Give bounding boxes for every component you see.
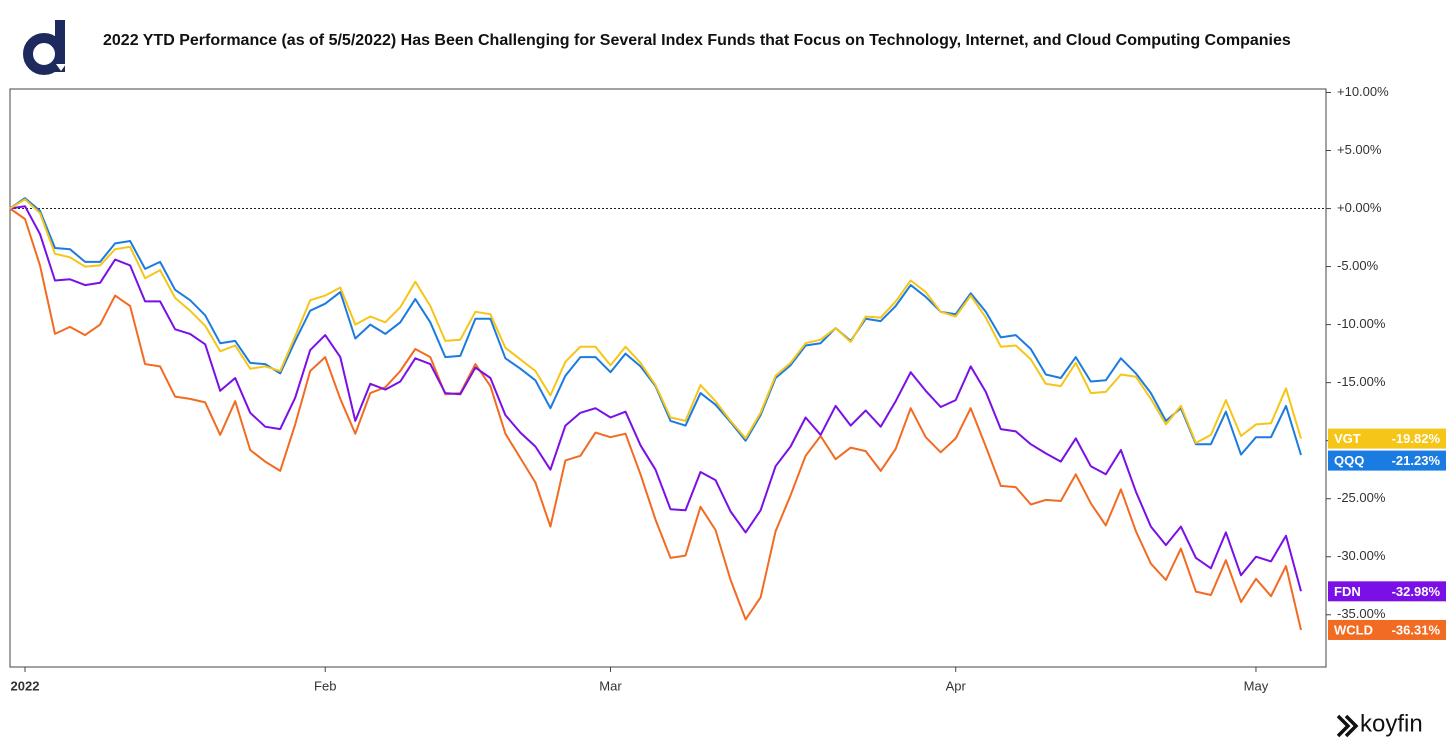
- x-tick-label: Mar: [599, 678, 622, 693]
- logo-stem: [55, 20, 65, 72]
- end-value-label: -36.31%: [1392, 622, 1441, 637]
- brand: koyfin: [1336, 710, 1423, 738]
- end-label-box: [1328, 619, 1446, 640]
- legend-name: FDN: [1334, 584, 1361, 599]
- end-value-label: -32.98%: [1392, 584, 1441, 599]
- chart-title: 2022 YTD Performance (as of 5/5/2022) Ha…: [103, 32, 1291, 49]
- legend-name: QQQ: [1334, 453, 1364, 468]
- logo: [23, 20, 66, 75]
- x-tick-label: 2022: [11, 678, 40, 693]
- series-line: [9, 198, 1302, 444]
- end-label-box: [1328, 428, 1446, 449]
- y-tick-label: +10.00%: [1337, 84, 1389, 99]
- y-tick-label: -5.00%: [1337, 258, 1379, 273]
- end-label: QQQ -21.23%: [1328, 450, 1446, 471]
- end-label-box: [1328, 450, 1446, 471]
- brand-name: koyfin: [1360, 710, 1423, 737]
- legend-name: VGT: [1334, 431, 1361, 446]
- end-label-box: [1328, 581, 1446, 602]
- y-tick-label: +0.00%: [1337, 200, 1382, 215]
- y-tick-label: -15.00%: [1337, 374, 1386, 389]
- plot-frame: [9, 88, 1327, 668]
- brand-icon: [1336, 714, 1359, 738]
- series-line: [9, 205, 1302, 592]
- legend-name: WCLD: [1334, 622, 1373, 637]
- x-tick-label: May: [1244, 678, 1269, 693]
- logo-notch: [56, 64, 66, 71]
- y-tick-label: +5.00%: [1337, 142, 1382, 157]
- x-tick-label: Apr: [946, 678, 967, 693]
- end-value-label: -19.82%: [1392, 431, 1441, 446]
- y-tick-label: -10.00%: [1337, 316, 1386, 331]
- y-tick-label: -35.00%: [1337, 606, 1386, 621]
- y-tick-label: -25.00%: [1337, 490, 1386, 505]
- end-value-label: -21.23%: [1392, 453, 1441, 468]
- x-tick-label: Feb: [314, 678, 336, 693]
- end-label: FDN -32.98%: [1328, 581, 1446, 602]
- end-label: WCLD -36.31%: [1328, 619, 1446, 640]
- end-label: VGT -19.82%: [1328, 428, 1446, 449]
- series-line: [9, 197, 1302, 456]
- y-tick-label: -30.00%: [1337, 548, 1386, 563]
- series-line: [9, 207, 1302, 631]
